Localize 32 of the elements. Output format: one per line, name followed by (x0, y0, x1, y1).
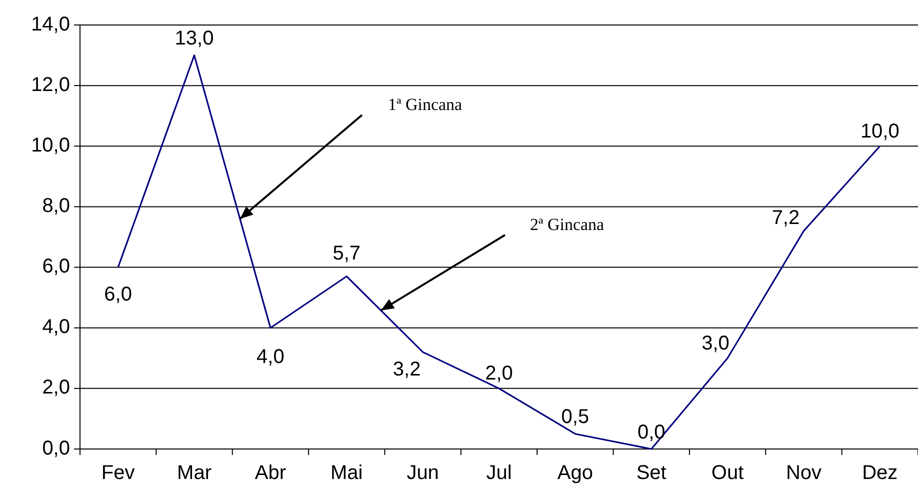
x-tick-label: Mar (177, 462, 212, 484)
data-label: 6,0 (104, 284, 132, 306)
y-tick-label: 10,0 (31, 134, 70, 156)
annotation: 1ª Gincana (388, 95, 463, 114)
data-label: 7,2 (772, 207, 800, 230)
data-label: 3,2 (392, 358, 421, 380)
data-label: 5,7 (332, 242, 361, 265)
y-tick-label: 8,0 (42, 194, 70, 217)
x-tick-label: Mai (330, 462, 363, 484)
x-tick-label: Out (711, 462, 744, 484)
data-label: 0,5 (561, 406, 590, 428)
y-tick-label: 14,0 (31, 13, 70, 36)
y-tick-label: 12,0 (31, 74, 70, 96)
x-tick-label: Ago (557, 462, 593, 484)
y-tick-label: 2,0 (42, 376, 70, 399)
annotation: 2ª Gincana (530, 215, 605, 234)
data-label: 13,0 (174, 28, 214, 50)
data-label: 4,0 (256, 346, 284, 368)
y-tick-label: 6,0 (42, 256, 70, 278)
y-tick-label: 0,0 (42, 437, 70, 460)
x-tick-label: Set (636, 462, 667, 484)
x-tick-label: Dez (862, 462, 898, 484)
x-tick-label: Abr (254, 462, 286, 484)
x-tick-label: Jun (406, 462, 439, 484)
x-tick-label: Jul (486, 462, 512, 484)
x-tick-label: Fev (101, 462, 135, 484)
data-label: 10,0 (860, 120, 900, 142)
data-label: 2,0 (485, 362, 513, 385)
y-tick-label: 4,0 (42, 316, 70, 338)
data-label: 3,0 (702, 332, 730, 354)
x-tick-label: Nov (786, 462, 822, 484)
data-label: 0,0 (637, 421, 666, 444)
